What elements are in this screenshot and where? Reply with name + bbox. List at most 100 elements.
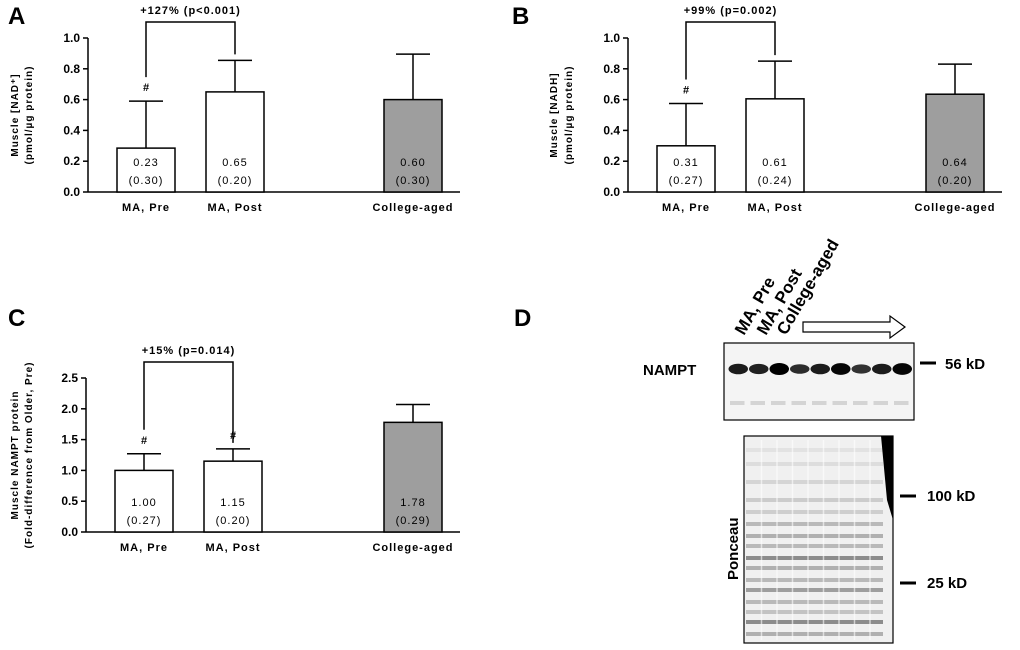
chart-c-y-tick-label: 0.0 bbox=[61, 525, 78, 539]
chart-c-category-label: College-aged bbox=[372, 542, 453, 554]
chart-a-bar-sd-label: (0.30) bbox=[396, 175, 431, 187]
ponceau-band bbox=[746, 610, 883, 614]
chart-a-bar-mean-label: 0.60 bbox=[400, 157, 425, 169]
nampt-band bbox=[810, 363, 830, 375]
chart-c-category-label: MA, Pre bbox=[120, 542, 168, 554]
nampt-faint-band bbox=[730, 401, 745, 405]
chart-c-y-tick-label: 2.0 bbox=[61, 402, 78, 416]
chart-c-nampt: 0.0 0.5 1.0 1.5 2.0 2.5 Muscle NAMPT protein (F… bbox=[10, 345, 460, 554]
chart-b-comparison-label: +99% (p=0.002) bbox=[684, 5, 778, 17]
chart-b-bar-sd-label: (0.24) bbox=[758, 175, 793, 187]
chart-a-y-tick-label: 0.2 bbox=[63, 154, 80, 168]
chart-a-y-tick-label: 1.0 bbox=[63, 31, 80, 45]
nampt-blot-frame bbox=[723, 342, 915, 421]
panel-d-western-blot: MA, Pre MA, Post College-aged NAMPT 56 k… bbox=[643, 236, 985, 644]
ponceau-label: Ponceau bbox=[725, 517, 742, 580]
chart-b-y-tick-label: 0.8 bbox=[603, 62, 620, 76]
nampt-faint-band bbox=[873, 401, 888, 405]
chart-a-y-label-units: (pmol/µg protein) bbox=[24, 66, 35, 165]
ponceau-band bbox=[746, 600, 883, 604]
ponceau-band bbox=[746, 510, 883, 514]
chart-b-y-tick-label: 0.6 bbox=[603, 93, 620, 107]
chart-a-y-tick-label: 0.8 bbox=[63, 62, 80, 76]
mw-25-label: 25 kD bbox=[927, 575, 967, 592]
chart-b-y-label-units: (pmol/µg protein) bbox=[564, 66, 575, 165]
nampt-band bbox=[790, 364, 810, 374]
nampt-label: NAMPT bbox=[643, 362, 696, 379]
nampt-band bbox=[769, 363, 789, 375]
chart-b-bar-sd-label: (0.27) bbox=[669, 175, 704, 187]
panel-letter-b: B bbox=[512, 3, 529, 30]
chart-b-comparison-bracket bbox=[685, 21, 776, 80]
chart-c-category-label: MA, Post bbox=[205, 542, 260, 554]
chart-a-comparison-bracket bbox=[145, 21, 236, 78]
ponceau-band bbox=[746, 556, 883, 560]
ponceau-band bbox=[746, 498, 883, 502]
nampt-faint-band bbox=[750, 401, 765, 405]
chart-c-bar-sd-label: (0.20) bbox=[216, 515, 251, 527]
chart-b-bar-0 bbox=[656, 145, 716, 193]
chart-a-nad: 0.0 0.2 0.4 0.6 0.8 1.0 Muscle [NAD⁺] (pmol/µg … bbox=[10, 5, 460, 214]
chart-b-bar-sd-label: (0.20) bbox=[938, 175, 973, 187]
nampt-band bbox=[749, 363, 769, 375]
nampt-band bbox=[851, 364, 871, 374]
nampt-band bbox=[872, 363, 892, 375]
chart-a-y-label: Muscle [NAD⁺] bbox=[10, 73, 21, 156]
mw-56-label: 56 kD bbox=[945, 356, 985, 373]
chart-c-y-label: Muscle NAMPT protein bbox=[10, 391, 21, 520]
chart-b-category-label: MA, Post bbox=[747, 202, 802, 214]
chart-c-y-label-units: (Fold-difference from Older, Pre) bbox=[24, 362, 35, 549]
chart-a-category-label: MA, Post bbox=[207, 202, 262, 214]
chart-b-bar-mean-label: 0.61 bbox=[762, 157, 787, 169]
chart-b-y-tick-label: 0.0 bbox=[603, 185, 620, 199]
chart-c-bar-2 bbox=[383, 421, 443, 533]
chart-b-bar-mean-label: 0.31 bbox=[673, 157, 698, 169]
ponceau-band bbox=[746, 632, 883, 636]
chart-c-bar-sd-label: (0.27) bbox=[127, 515, 162, 527]
chart-c-bar-mean-label: 1.78 bbox=[400, 497, 425, 509]
ponceau-dark-edge bbox=[881, 436, 893, 520]
nampt-band bbox=[831, 363, 851, 375]
chart-a-bar-mean-label: 0.65 bbox=[222, 157, 247, 169]
chart-a-bar-sd-label: (0.20) bbox=[218, 175, 253, 187]
chart-c-significance-marker: # bbox=[141, 435, 147, 447]
chart-a-bar-1 bbox=[205, 91, 265, 193]
chart-c-y-tick-label: 0.5 bbox=[61, 494, 78, 508]
chart-c-y-tick-label: 2.5 bbox=[61, 371, 78, 385]
chart-b-bar-mean-label: 0.64 bbox=[942, 157, 967, 169]
ponceau-band bbox=[746, 544, 883, 548]
chart-c-comparison-bracket bbox=[143, 361, 234, 443]
ponceau-band bbox=[746, 480, 883, 484]
chart-c-bar-mean-label: 1.00 bbox=[131, 497, 156, 509]
ponceau-band bbox=[746, 588, 883, 592]
chart-b-y-tick-label: 1.0 bbox=[603, 31, 620, 45]
chart-b-nadh: 0.0 0.2 0.4 0.6 0.8 1.0 Muscle [NADH] (pmol/µg … bbox=[549, 5, 1002, 214]
nampt-bands bbox=[728, 363, 912, 405]
chart-a-bar-mean-label: 0.23 bbox=[133, 157, 158, 169]
ponceau-bands bbox=[746, 440, 883, 640]
chart-b-y-label: Muscle [NADH] bbox=[549, 72, 560, 157]
chart-a-y-tick-label: 0.0 bbox=[63, 185, 80, 199]
chart-a-category-label: College-aged bbox=[372, 202, 453, 214]
chart-c-bar-1 bbox=[203, 460, 263, 533]
nampt-band bbox=[728, 363, 748, 375]
ponceau-band bbox=[746, 566, 883, 570]
chart-a-comparison-label: +127% (p<0.001) bbox=[140, 5, 241, 17]
chart-b-category-label: MA, Pre bbox=[662, 202, 710, 214]
arrow-right-icon bbox=[802, 314, 907, 340]
chart-b-category-label: College-aged bbox=[914, 202, 995, 214]
nampt-faint-band bbox=[771, 401, 786, 405]
chart-c-comparison-label: +15% (p=0.014) bbox=[142, 345, 236, 357]
panel-letter-d: D bbox=[514, 305, 531, 332]
chart-a-y-tick-label: 0.6 bbox=[63, 93, 80, 107]
chart-c-bar-0 bbox=[114, 469, 174, 533]
chart-b-significance-marker: # bbox=[683, 84, 689, 96]
ponceau-band bbox=[746, 522, 883, 526]
chart-a-bar-sd-label: (0.30) bbox=[129, 175, 164, 187]
chart-a-bar-2 bbox=[383, 98, 443, 193]
chart-c-bar-mean-label: 1.15 bbox=[220, 497, 245, 509]
chart-a-significance-marker: # bbox=[143, 82, 149, 94]
nampt-faint-band bbox=[791, 401, 806, 405]
chart-b-bar-2 bbox=[925, 93, 985, 193]
